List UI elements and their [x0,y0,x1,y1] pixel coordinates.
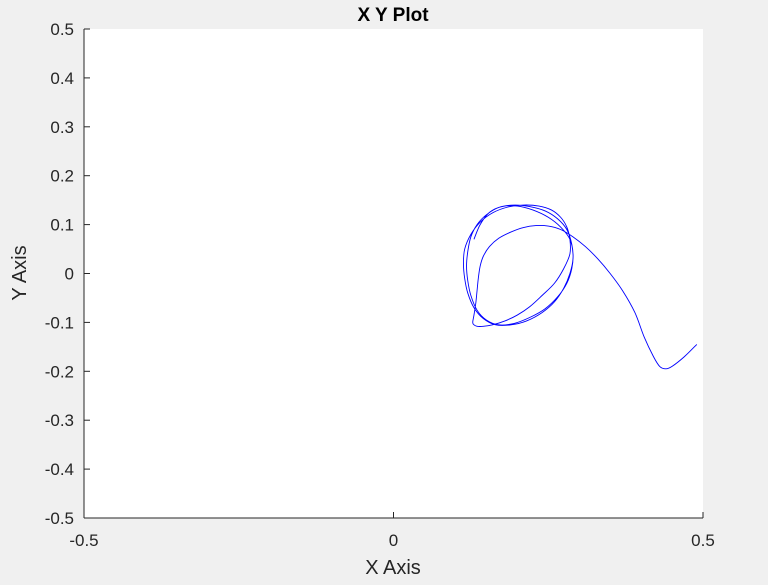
y-tick-label: 0.3 [50,118,74,137]
plot-area [84,29,703,518]
series-layer [463,204,698,370]
y-axis-title: Y Axis [9,245,31,300]
series-line [463,204,698,370]
y-tick-label: -0.4 [45,460,74,479]
y-tick-label: 0 [65,265,74,284]
y-tick-label: -0.5 [45,509,74,528]
ticks-layer: -0.5 0 0.5 0.5 0.4 0.3 0.2 0.1 0 -0.1 -0.2 -0.3 -0.4… [45,20,715,550]
y-tick-label: -0.1 [45,313,74,332]
x-tick-label: 0.5 [691,531,715,550]
x-axis-title: X Axis [365,557,421,579]
x-tick-label: 0 [389,531,398,550]
y-tick-label: 0.1 [50,216,74,235]
y-tick-label: -0.3 [45,411,74,430]
y-tick-label: 0.2 [50,167,74,186]
chart-title: X Y Plot [357,5,429,26]
y-tick-label: 0.4 [50,69,74,88]
x-tick-label: -0.5 [69,531,98,550]
y-tick-label: 0.5 [50,20,74,39]
y-tick-label: -0.2 [45,362,74,381]
